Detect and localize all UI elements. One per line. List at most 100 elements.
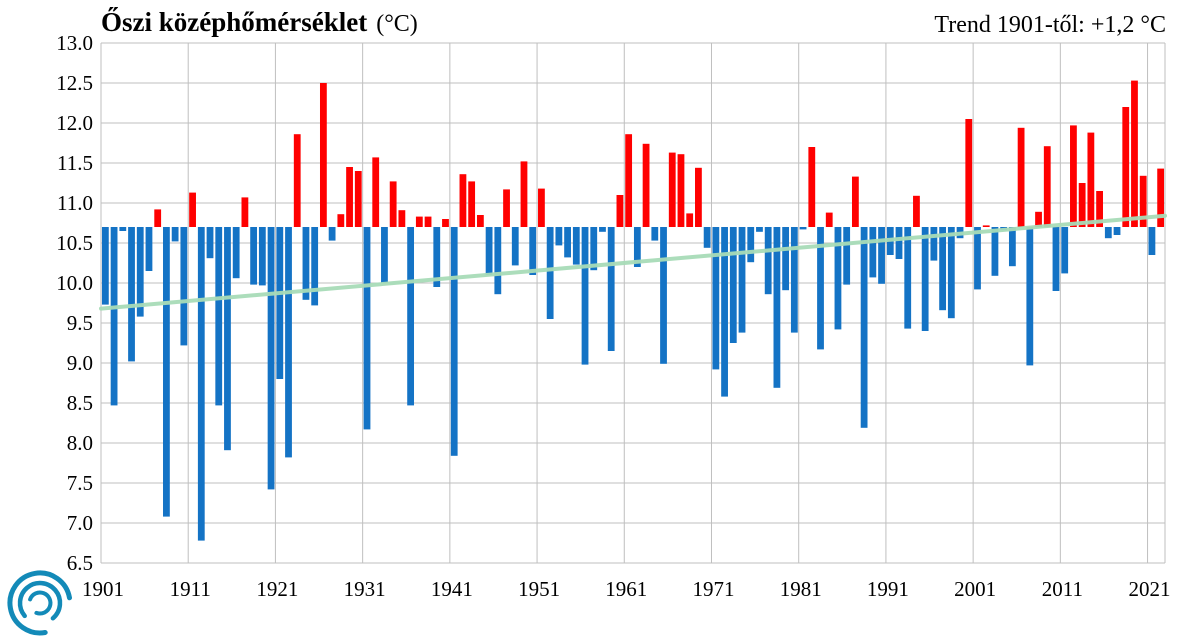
- x-tick-label: 1921: [256, 577, 298, 601]
- x-tick-label: 1931: [344, 577, 386, 601]
- bar-2005: [1008, 227, 1016, 267]
- trend-line-group: [99, 213, 1167, 311]
- bar-1914: [215, 227, 223, 406]
- y-tick-label: 8.0: [67, 431, 93, 455]
- bar-1973: [729, 227, 737, 343]
- bar-1922: [285, 227, 292, 458]
- bar-1932: [372, 157, 380, 227]
- bar-1966: [668, 152, 676, 227]
- bar-2016: [1104, 227, 1112, 239]
- bar-1987: [851, 176, 859, 227]
- bar-2003: [991, 227, 999, 276]
- bar-1933: [381, 227, 388, 283]
- bar-1985: [834, 227, 842, 330]
- bar-1915: [224, 227, 231, 451]
- bar-1940: [442, 219, 449, 227]
- bar-1904: [128, 227, 135, 362]
- bar-1919: [258, 227, 266, 286]
- bar-1955: [572, 227, 580, 265]
- bar-1921: [276, 227, 284, 379]
- bar-2001: [974, 227, 981, 290]
- bar-1906: [145, 227, 153, 271]
- bar-1957: [590, 227, 598, 271]
- chart-title-unit: (°C): [376, 11, 418, 37]
- bar-1947: [503, 189, 510, 227]
- bar-1920: [267, 227, 275, 490]
- bar-1930: [354, 171, 362, 227]
- bar-1960: [616, 195, 624, 227]
- axis-ticks: 13.0 12.5 12.0 11.5 11.0 10.5 10.0 9.5 9.0 8.5 8.0…: [56, 31, 1170, 601]
- bar-1997: [939, 227, 947, 311]
- bar-1954: [564, 227, 571, 258]
- bar-1917: [241, 197, 249, 227]
- bar-1925: [311, 227, 319, 306]
- chart-title: Őszi középhőmérséklet (°C): [101, 6, 418, 37]
- bar-1911: [189, 192, 196, 227]
- bar-1970: [703, 227, 711, 248]
- grid-lines: [100, 42, 1166, 564]
- bar-1995: [921, 227, 929, 331]
- x-tick-label: 1951: [518, 577, 560, 601]
- bar-2002: [982, 225, 990, 227]
- bar-1918: [250, 227, 258, 285]
- x-tick-label: 1961: [605, 577, 647, 601]
- bar-2014: [1087, 132, 1095, 227]
- bar-1982: [808, 147, 816, 227]
- bar-1931: [363, 227, 371, 430]
- chart-title-text: Őszi középhőmérséklet: [101, 6, 367, 37]
- y-tick-label: 7.0: [67, 511, 93, 535]
- bar-1996: [930, 227, 938, 261]
- bar-1945: [485, 227, 493, 275]
- trend-line: [99, 213, 1167, 311]
- y-tick-label: 10.0: [56, 271, 93, 295]
- bar-1905: [136, 227, 144, 317]
- y-tick-label: 9.0: [67, 351, 93, 375]
- y-tick-label: 11.0: [57, 191, 93, 215]
- x-tick-label: 2021: [1129, 577, 1171, 601]
- bar-1975: [747, 227, 755, 263]
- bar-1968: [686, 213, 694, 227]
- bar-1998: [947, 227, 955, 319]
- bar-1967: [677, 154, 685, 227]
- bar-1981: [799, 227, 807, 230]
- x-tick-label: 1981: [780, 577, 822, 601]
- bar-2007: [1026, 227, 1034, 366]
- bar-1916: [232, 227, 240, 279]
- bar-1907: [154, 209, 162, 227]
- x-tick-label: 1941: [431, 577, 473, 601]
- bar-1948: [511, 227, 519, 266]
- bar-1903: [119, 227, 127, 231]
- bar-1952: [546, 227, 554, 319]
- bar-1956: [581, 227, 589, 365]
- y-tick-label: 9.5: [67, 311, 93, 335]
- bar-1980: [790, 227, 798, 333]
- bar-1961: [625, 134, 633, 227]
- bar-1958: [599, 227, 606, 232]
- bar-1994: [913, 195, 920, 227]
- x-tick-label: 1911: [170, 577, 211, 601]
- y-tick-label: 12.0: [56, 111, 93, 135]
- bar-1962: [633, 227, 641, 267]
- bar-1935: [398, 210, 406, 227]
- bar-1934: [389, 181, 397, 227]
- bar-1989: [869, 227, 877, 278]
- y-tick-label: 13.0: [56, 31, 93, 55]
- bars: [101, 80, 1165, 541]
- bar-1946: [494, 227, 502, 295]
- bar-1969: [695, 167, 702, 227]
- bar-1992: [895, 227, 903, 259]
- x-tick-label: 1901: [82, 577, 124, 601]
- bar-2015: [1096, 191, 1103, 227]
- bar-1990: [878, 227, 885, 284]
- bar-2012: [1070, 125, 1077, 227]
- bar-1938: [424, 216, 432, 227]
- bar-2006: [1017, 127, 1025, 227]
- bar-2013: [1078, 183, 1086, 227]
- y-tick-label: 10.5: [56, 231, 93, 255]
- bar-2008: [1035, 211, 1042, 227]
- bar-1984: [825, 212, 833, 227]
- bar-1988: [860, 227, 868, 428]
- bar-2011: [1061, 227, 1069, 274]
- bar-1972: [721, 227, 728, 397]
